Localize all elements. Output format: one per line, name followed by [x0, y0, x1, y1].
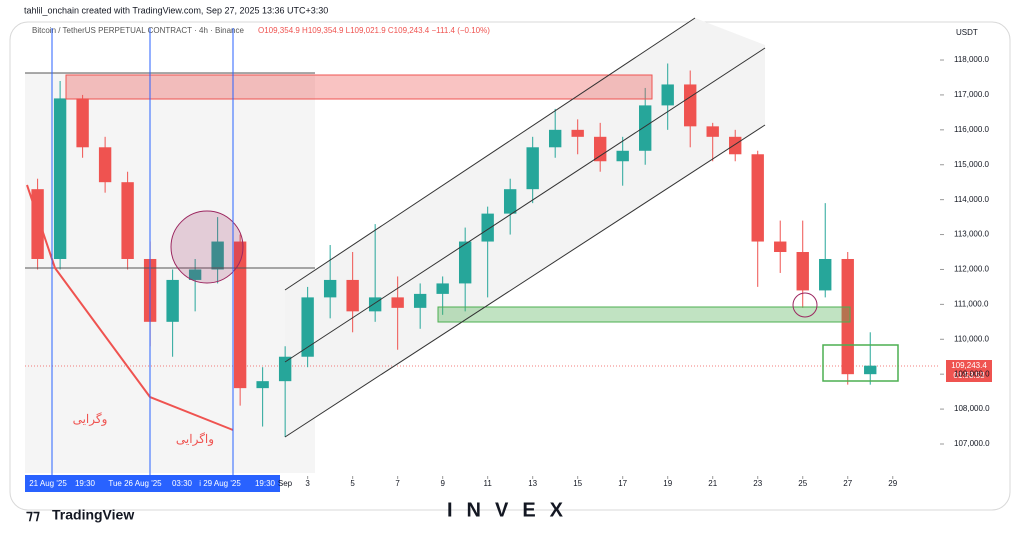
date-label: i 29 Aug '25	[199, 479, 241, 488]
candle-body	[301, 297, 314, 357]
currency: USDT	[956, 28, 978, 37]
circle	[170, 210, 244, 284]
y-tick-label: 118,000.0	[954, 55, 990, 64]
support-zone	[437, 306, 851, 323]
date-label: 21 Aug '25	[29, 479, 67, 488]
channel-line	[284, 124, 766, 438]
x-tick-label: 23	[753, 479, 762, 488]
candle-body	[166, 279, 179, 322]
y-tick-label: 107,000.0	[954, 439, 990, 448]
logo: INVEX	[447, 499, 577, 521]
date-label: 03:30	[172, 479, 193, 488]
price-label: 109,243.4	[951, 361, 987, 370]
candle-body	[706, 126, 719, 137]
candle-body	[436, 283, 449, 294]
x-tick-label: 19	[663, 479, 672, 488]
candle-body	[729, 136, 742, 155]
candle-body	[616, 150, 629, 162]
candle-body	[31, 189, 44, 259]
box	[822, 344, 899, 382]
candle-body	[526, 147, 539, 190]
channel-line	[284, 17, 696, 291]
x-tick-label: 27	[843, 479, 852, 488]
candle-body	[98, 147, 112, 183]
candle-body	[458, 241, 472, 284]
y-tick-label: 110,000.0	[954, 334, 990, 343]
annotation: وگرایی	[73, 412, 108, 426]
resistance-zone	[65, 74, 653, 100]
candle-body	[256, 381, 269, 389]
ohlc: O109,354.9 H109,354.9 L109,021.9 C109,24…	[258, 26, 490, 35]
annotation: واگرایی	[176, 432, 214, 446]
x-tick-label: 5	[350, 479, 355, 488]
candle-body	[548, 129, 562, 148]
candle-body	[188, 269, 202, 280]
x-tick-label: 7	[395, 479, 400, 488]
x-tick-label: 17	[618, 479, 627, 488]
credit: tahlil_onchain created with TradingView.…	[24, 5, 328, 15]
candle-body	[76, 98, 89, 148]
candle-body	[594, 136, 607, 162]
x-tick-label: 29	[888, 479, 897, 488]
y-tick-label: 108,000.0	[954, 404, 990, 413]
y-tick-label: 113,000.0	[954, 230, 990, 239]
candle-body	[796, 252, 809, 291]
x-tick-label: 9	[440, 479, 445, 488]
y-tick-label: 115,000.0	[954, 160, 990, 169]
candle-body	[53, 98, 67, 259]
candle-body	[639, 105, 652, 151]
x-tick-label: 11	[484, 479, 493, 488]
y-tick-label: 117,000.0	[954, 90, 990, 99]
y-tick-label: 109,000.0	[954, 369, 990, 378]
date-label: Tue 26 Aug '25	[108, 479, 162, 488]
candle-body	[864, 365, 877, 375]
candle-body	[481, 213, 494, 242]
x-tick-label: 25	[798, 479, 807, 488]
price-tag	[946, 360, 992, 382]
date-label: 19:30	[255, 479, 276, 488]
candle-body	[571, 129, 584, 137]
divergence-line	[26, 184, 234, 431]
candle-body	[413, 293, 427, 308]
brand: TradingView	[52, 507, 134, 523]
symbol: Bitcoin / TetherUS PERPETUAL CONTRACT · …	[32, 26, 244, 35]
candle-body	[503, 189, 517, 214]
y-tick-label: 116,000.0	[954, 125, 990, 134]
candle-body	[391, 297, 404, 308]
candle-body	[684, 84, 697, 127]
x-tick-label: 13	[528, 479, 537, 488]
y-tick-label: 114,000.0	[954, 195, 990, 204]
range-shade	[25, 73, 315, 473]
y-tick-label: 112,000.0	[954, 265, 990, 274]
x-tick-label: 21	[708, 479, 717, 488]
candle-body	[121, 182, 134, 259]
candle-body	[278, 356, 292, 382]
candle-body	[346, 279, 359, 312]
candle-body	[323, 279, 337, 298]
candle-body	[819, 258, 832, 291]
channel-line	[284, 47, 766, 363]
countdown: 01:53:53	[953, 371, 985, 380]
circle	[792, 292, 818, 318]
candle-body	[368, 297, 382, 312]
date-strip	[25, 475, 280, 492]
date-label: 19:30	[75, 479, 96, 488]
candle-body	[211, 241, 224, 270]
brand-mark: ⁊⁊	[26, 507, 40, 523]
x-tick-label: 3	[305, 479, 310, 488]
date-label: Sep	[278, 479, 293, 488]
candle-body	[661, 84, 674, 106]
candle-body	[751, 154, 764, 242]
y-tick-label: 111,000.0	[954, 299, 989, 308]
x-tick-label: 15	[573, 479, 582, 488]
candle-body	[774, 241, 787, 253]
candle-body	[233, 241, 247, 389]
